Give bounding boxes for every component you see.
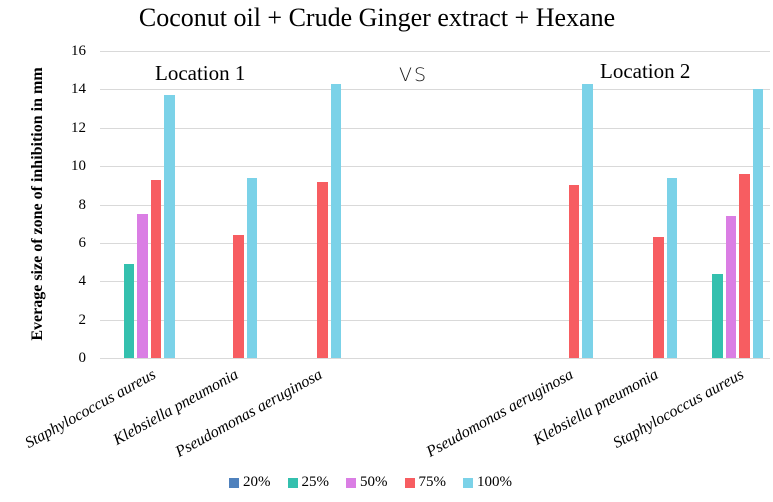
legend-item-100%: 100% <box>463 474 512 491</box>
chart-title: Coconut oil + Crude Ginger extract + Hex… <box>138 3 616 32</box>
location-1-label: Location 1 <box>155 61 246 85</box>
y-tick-label-14: 14 <box>71 81 86 98</box>
legend-item-20%: 20% <box>229 474 271 491</box>
legend-swatch-50% <box>346 477 356 488</box>
legend-item-50%: 50% <box>346 474 388 491</box>
bar-100%-klebsiella-pneumonia <box>666 177 677 358</box>
gridline-y-16 <box>100 51 770 52</box>
gridline-y-2 <box>100 319 770 321</box>
vs-label: VS <box>399 64 429 86</box>
legend-swatch-20% <box>229 477 239 488</box>
legend: 20% 25% 50% 75% 100% <box>0 474 757 491</box>
gridline-y-8 <box>100 204 770 206</box>
gridline-y-4 <box>100 281 770 283</box>
y-tick-label-10: 10 <box>71 158 86 175</box>
legend-swatch-100% <box>463 477 473 488</box>
category-label-1: Staphylococcus aureus <box>22 366 159 452</box>
legend-item-75%: 75% <box>404 474 447 491</box>
y-tick-label-0: 0 <box>78 350 87 366</box>
category-label-3: Pseudomonas aeruginosa <box>172 366 325 461</box>
plot-area: Location 1 VS Location 2 <box>100 51 770 359</box>
legend-swatch-25% <box>287 477 298 488</box>
y-tick-label-6: 6 <box>78 234 87 251</box>
gridline-y-6 <box>100 242 770 244</box>
gridline-y-10 <box>100 166 770 168</box>
bar-100%-klebsiella-pneumonia <box>246 177 257 358</box>
legend-swatch-75% <box>404 477 415 488</box>
gridline-y-0 <box>100 358 770 359</box>
legend-label-100%: 100% <box>477 474 512 490</box>
bar-75%-pseudomonas-aeruginosa <box>568 185 579 358</box>
bar-75%-staphylococcus-aureus <box>739 173 750 358</box>
y-tick-label-8: 8 <box>78 196 87 213</box>
bar-100%-staphylococcus-aureus <box>164 95 175 358</box>
bar-75%-staphylococcus-aureus <box>150 179 161 358</box>
y-tick-label-4: 4 <box>78 273 87 290</box>
bar-25%-staphylococcus-aureus <box>712 273 723 358</box>
location-2-label: Location 2 <box>600 59 691 83</box>
y-tick-label-12: 12 <box>71 119 86 136</box>
legend-label-75%: 75% <box>418 474 447 490</box>
bar-50%-staphylococcus-aureus <box>725 216 736 358</box>
bar-50%-staphylococcus-aureus <box>137 214 148 358</box>
bar-75%-pseudomonas-aeruginosa <box>317 181 328 358</box>
bar-25%-staphylococcus-aureus <box>123 264 134 358</box>
y-tick-label-2: 2 <box>78 311 87 328</box>
legend-label-20%: 20% <box>243 474 271 490</box>
bar-75%-klebsiella-pneumonia <box>653 237 664 358</box>
bar-75%-klebsiella-pneumonia <box>233 235 244 358</box>
bar-100%-pseudomonas-aeruginosa <box>330 83 341 358</box>
bar-100%-pseudomonas-aeruginosa <box>582 83 593 358</box>
legend-label-50%: 50% <box>360 474 388 490</box>
gridline-y-14 <box>100 89 770 91</box>
legend-item-25%: 25% <box>287 474 330 491</box>
gridline-y-12 <box>100 127 770 129</box>
y-tick-label-16: 16 <box>71 43 86 59</box>
category-label-4: Pseudomonas aeruginosa <box>423 366 577 461</box>
legend-label-25%: 25% <box>301 474 330 490</box>
bar-100%-staphylococcus-aureus <box>752 89 763 358</box>
